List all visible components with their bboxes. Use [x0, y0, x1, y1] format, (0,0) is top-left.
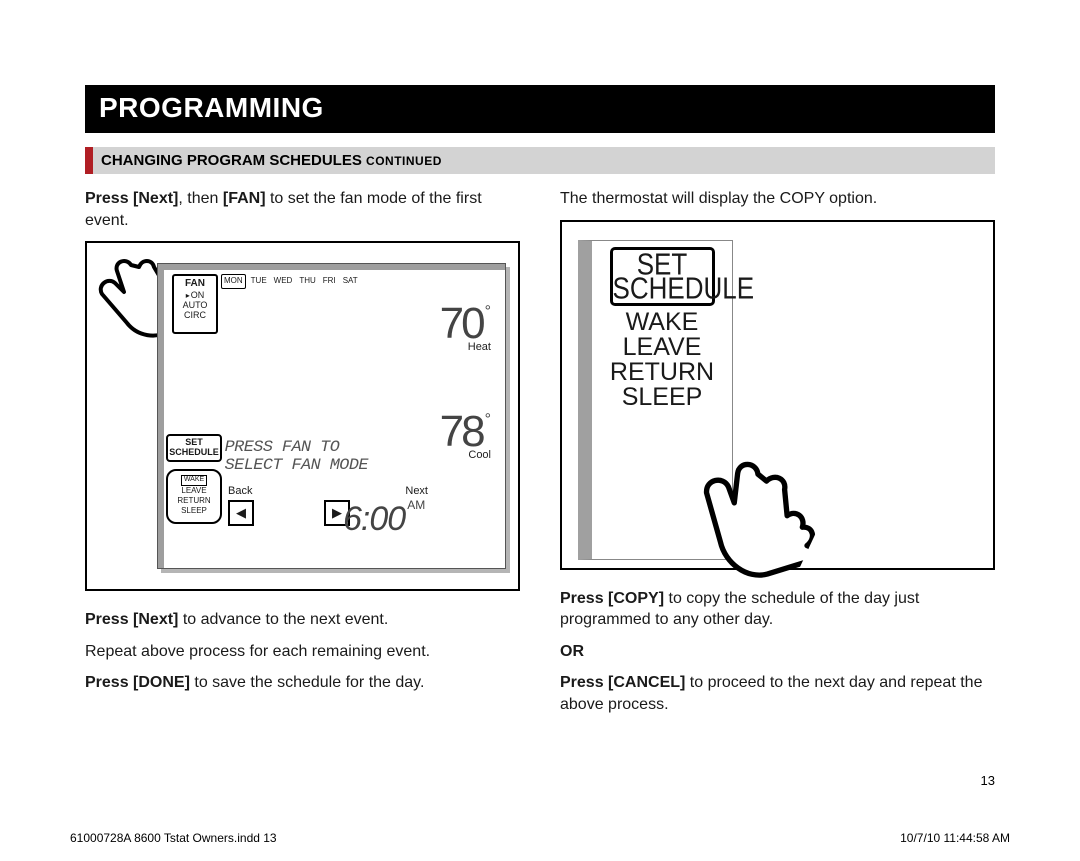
schedule-label: SCHEDULE: [613, 274, 712, 303]
right-para-3: Press [CANCEL] to proceed to the next da…: [560, 672, 995, 715]
lcd-time: 6:00AM: [343, 497, 425, 543]
day-wed: WED: [272, 274, 295, 289]
event-leave: LEAVE: [181, 486, 206, 495]
event-return: RETURN: [592, 360, 732, 385]
event-leave: LEAVE: [592, 335, 732, 360]
day-bar: MON TUE WED THU FRI SAT: [221, 274, 360, 289]
day-mon: MON: [221, 274, 246, 289]
events-big: WAKE LEAVE RETURN SLEEP: [592, 310, 732, 410]
instr-line2: SELECT FAN MODE: [225, 457, 368, 475]
subsection-main: CHANGING PROGRAM SCHEDULES: [101, 152, 362, 169]
fan-label: FAN: [174, 278, 216, 290]
subsection-header: CHANGING PROGRAM SCHEDULES CONTINUED: [85, 147, 995, 174]
fan-auto: AUTO: [174, 300, 216, 310]
day-sat: SAT: [341, 274, 360, 289]
text-bold: [FAN]: [223, 190, 266, 207]
heat-temp: 70° Heat: [440, 306, 491, 352]
text-bold: Press [DONE]: [85, 674, 190, 691]
arrow-buttons: ◀ ▶: [228, 500, 350, 526]
event-wake: WAKE: [592, 310, 732, 335]
back-label: Back: [228, 484, 252, 499]
footer-timestamp: 10/7/10 11:44:58 AM: [900, 831, 1010, 845]
subsection-continued: CONTINUED: [366, 154, 442, 168]
lcd-screen-partial: SET SCHEDULE WAKE LEAVE RETURN SLEEP: [578, 240, 733, 560]
left-para-1: Press [Next], then [FAN] to set the fan …: [85, 188, 520, 231]
figure-lcd-copy: SET SCHEDULE WAKE LEAVE RETURN SLEEP: [560, 220, 995, 570]
or-label: OR: [560, 641, 995, 663]
day-tue: TUE: [249, 274, 269, 289]
set-schedule-box: SET SCHEDULE: [166, 434, 222, 462]
fan-circ: CIRC: [174, 310, 216, 320]
right-para-2: Press [COPY] to copy the schedule of the…: [560, 588, 995, 631]
text: to save the schedule for the day.: [190, 674, 425, 691]
fan-mode-box: FAN ON AUTO CIRC: [172, 274, 218, 334]
section-title: PROGRAMMING: [99, 92, 324, 123]
day-fri: FRI: [321, 274, 338, 289]
text-bold: Press [COPY]: [560, 590, 664, 607]
time-ampm: AM: [407, 498, 425, 512]
event-sleep: SLEEP: [592, 385, 732, 410]
left-para-2: Press [Next] to advance to the next even…: [85, 609, 520, 631]
instr-line1: PRESS FAN TO: [225, 439, 368, 457]
text: , then: [178, 190, 222, 207]
left-column: Press [Next], then [FAN] to set the fan …: [85, 188, 520, 726]
event-return: RETURN: [177, 496, 210, 505]
section-header: PROGRAMMING: [85, 85, 995, 133]
time-value: 6:00: [343, 500, 405, 538]
text-bold: Press [Next]: [85, 190, 178, 207]
right-column: The thermostat will display the COPY opt…: [560, 188, 995, 726]
right-para-1: The thermostat will display the COPY opt…: [560, 188, 995, 210]
day-thu: THU: [297, 274, 317, 289]
fan-on: ON: [174, 290, 216, 300]
back-arrow-icon: ◀: [228, 500, 254, 526]
text-bold: Press [CANCEL]: [560, 674, 685, 691]
event-list-box: WAKE LEAVE RETURN SLEEP: [166, 469, 222, 524]
footer-filename: 61000728A 8600 Tstat Owners.indd 13: [70, 831, 277, 845]
text-bold: Press [Next]: [85, 611, 178, 628]
event-sleep: SLEEP: [181, 506, 207, 515]
lcd-screen: FAN ON AUTO CIRC MON TUE WED THU FRI SAT: [157, 263, 506, 569]
set-schedule-big: SET SCHEDULE: [610, 247, 715, 306]
text: to advance to the next event.: [178, 611, 388, 628]
page-number: 13: [981, 773, 995, 788]
left-para-4: Press [DONE] to save the schedule for th…: [85, 672, 520, 694]
event-wake: WAKE: [181, 475, 207, 486]
figure-lcd-fan: FAN ON AUTO CIRC MON TUE WED THU FRI SAT: [85, 241, 520, 591]
left-para-3: Repeat above process for each remaining …: [85, 641, 520, 663]
lcd-instruction: PRESS FAN TO SELECT FAN MODE: [225, 439, 368, 474]
print-footer: 61000728A 8600 Tstat Owners.indd 13 10/7…: [70, 831, 1010, 845]
cool-temp: 78° Cool: [440, 414, 491, 460]
schedule-label: SCHEDULE: [169, 448, 219, 458]
